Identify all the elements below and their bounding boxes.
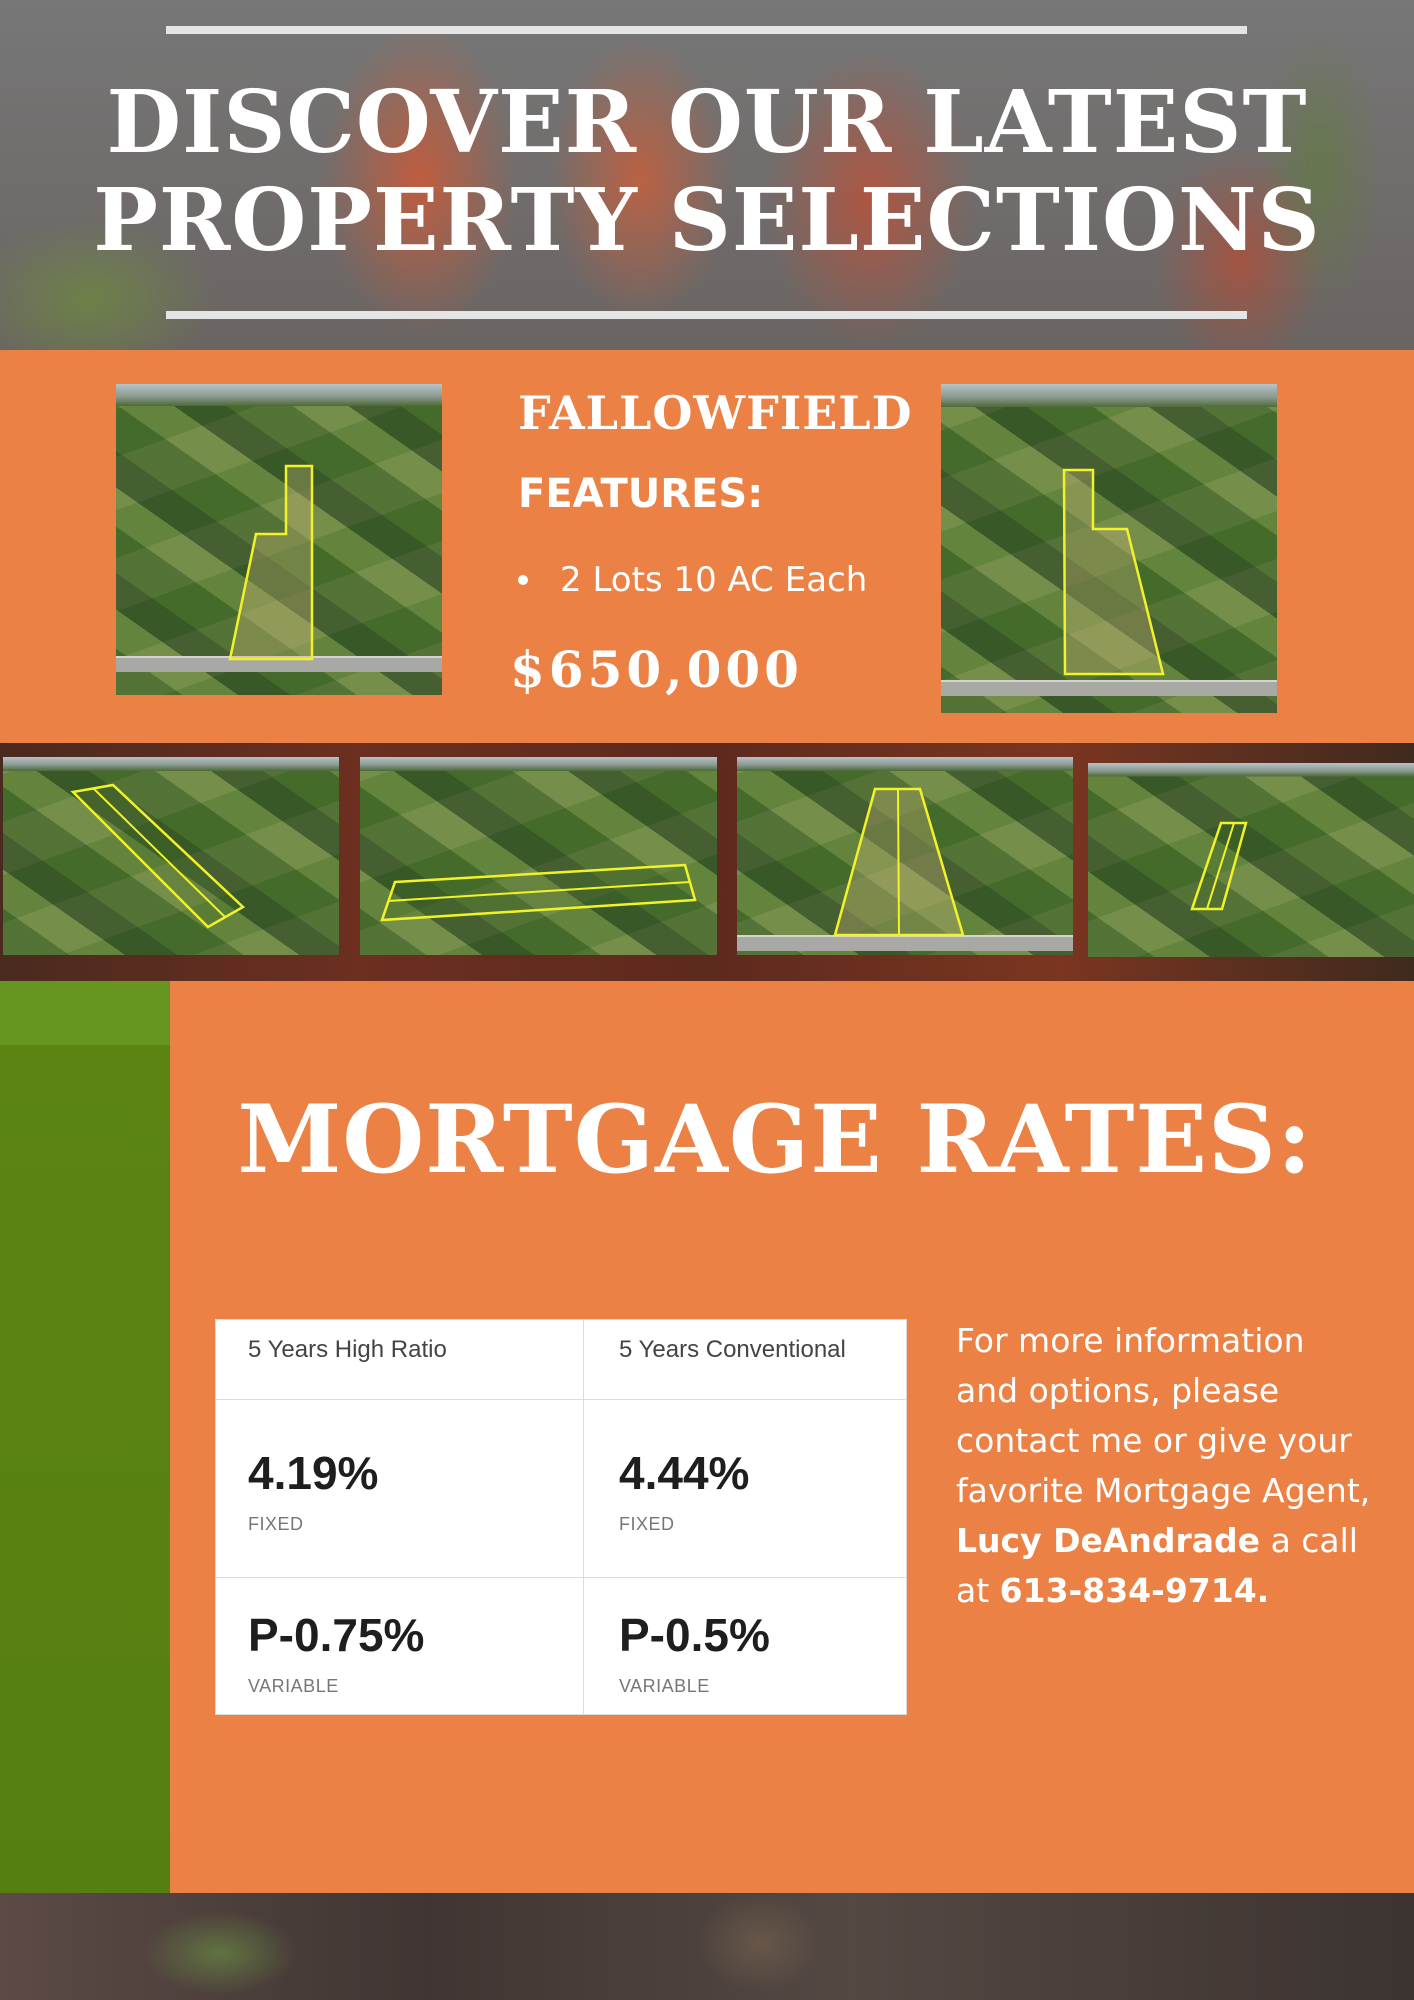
gallery-photo-1 [3,757,339,955]
footer-background-image [0,1893,1414,2000]
feature-item: 2 Lots 10 AC Each [518,560,867,600]
contact-call: a call at [956,1521,1358,1610]
road [941,680,1277,696]
lot-outline [228,464,314,661]
features-label: FEATURES: [518,471,764,517]
mortgage-rate-table: 5 Years High Ratio 5 Years Conventional … [215,1319,907,1715]
property-price: $650,000 [510,640,803,699]
page-title-line-1: DISCOVER OUR LATEST [106,72,1308,173]
row-divider [216,1399,906,1400]
property-photo-right [941,384,1277,713]
contact-text: For more information and options, please… [956,1316,1376,1616]
rate-type-label: VARIABLE [248,1676,339,1696]
road [116,656,442,672]
rate-type-label: FIXED [619,1514,675,1534]
lot-outline [833,787,965,937]
header-bottom-rule [166,311,1247,319]
rate-conventional-fixed: 4.44% [619,1447,750,1499]
property-name: FALLOWFIELD [518,386,913,440]
agent-name: Lucy DeAndrade [956,1521,1261,1560]
gallery-photo-3 [737,757,1073,955]
header-top-rule [166,26,1247,34]
page-title: DISCOVER OUR LATEST PROPERTY SELECTIONS [0,74,1414,270]
agent-phone[interactable]: 613-834-9714. [999,1571,1270,1610]
decorative-green-bar [0,981,170,1896]
rate-high-ratio-variable: P-0.75% [248,1609,425,1661]
rate-type-label: VARIABLE [619,1676,710,1696]
column-header-conventional: 5 Years Conventional [619,1336,846,1363]
property-photo-left [116,384,442,695]
features-list: 2 Lots 10 AC Each [518,560,867,600]
mortgage-title: MORTGAGE RATES: [237,1085,1313,1195]
header-background-image [0,0,1414,350]
column-divider [583,1320,584,1714]
rate-type-label: FIXED [248,1514,304,1534]
gallery-photo-2 [360,757,717,955]
page-title-line-2: PROPERTY SELECTIONS [93,170,1321,271]
rate-conventional-variable: P-0.5% [619,1609,770,1661]
rate-high-ratio-fixed: 4.19% [248,1447,379,1499]
lot-outline [1190,821,1248,911]
lot-outline [1062,468,1165,676]
column-header-high-ratio: 5 Years High Ratio [248,1336,447,1363]
contact-intro: For more information and options, please… [956,1321,1371,1510]
lot-outline [380,863,697,922]
row-divider [216,1577,906,1578]
gallery-photo-4 [1088,763,1414,957]
lot-outline [70,783,246,929]
